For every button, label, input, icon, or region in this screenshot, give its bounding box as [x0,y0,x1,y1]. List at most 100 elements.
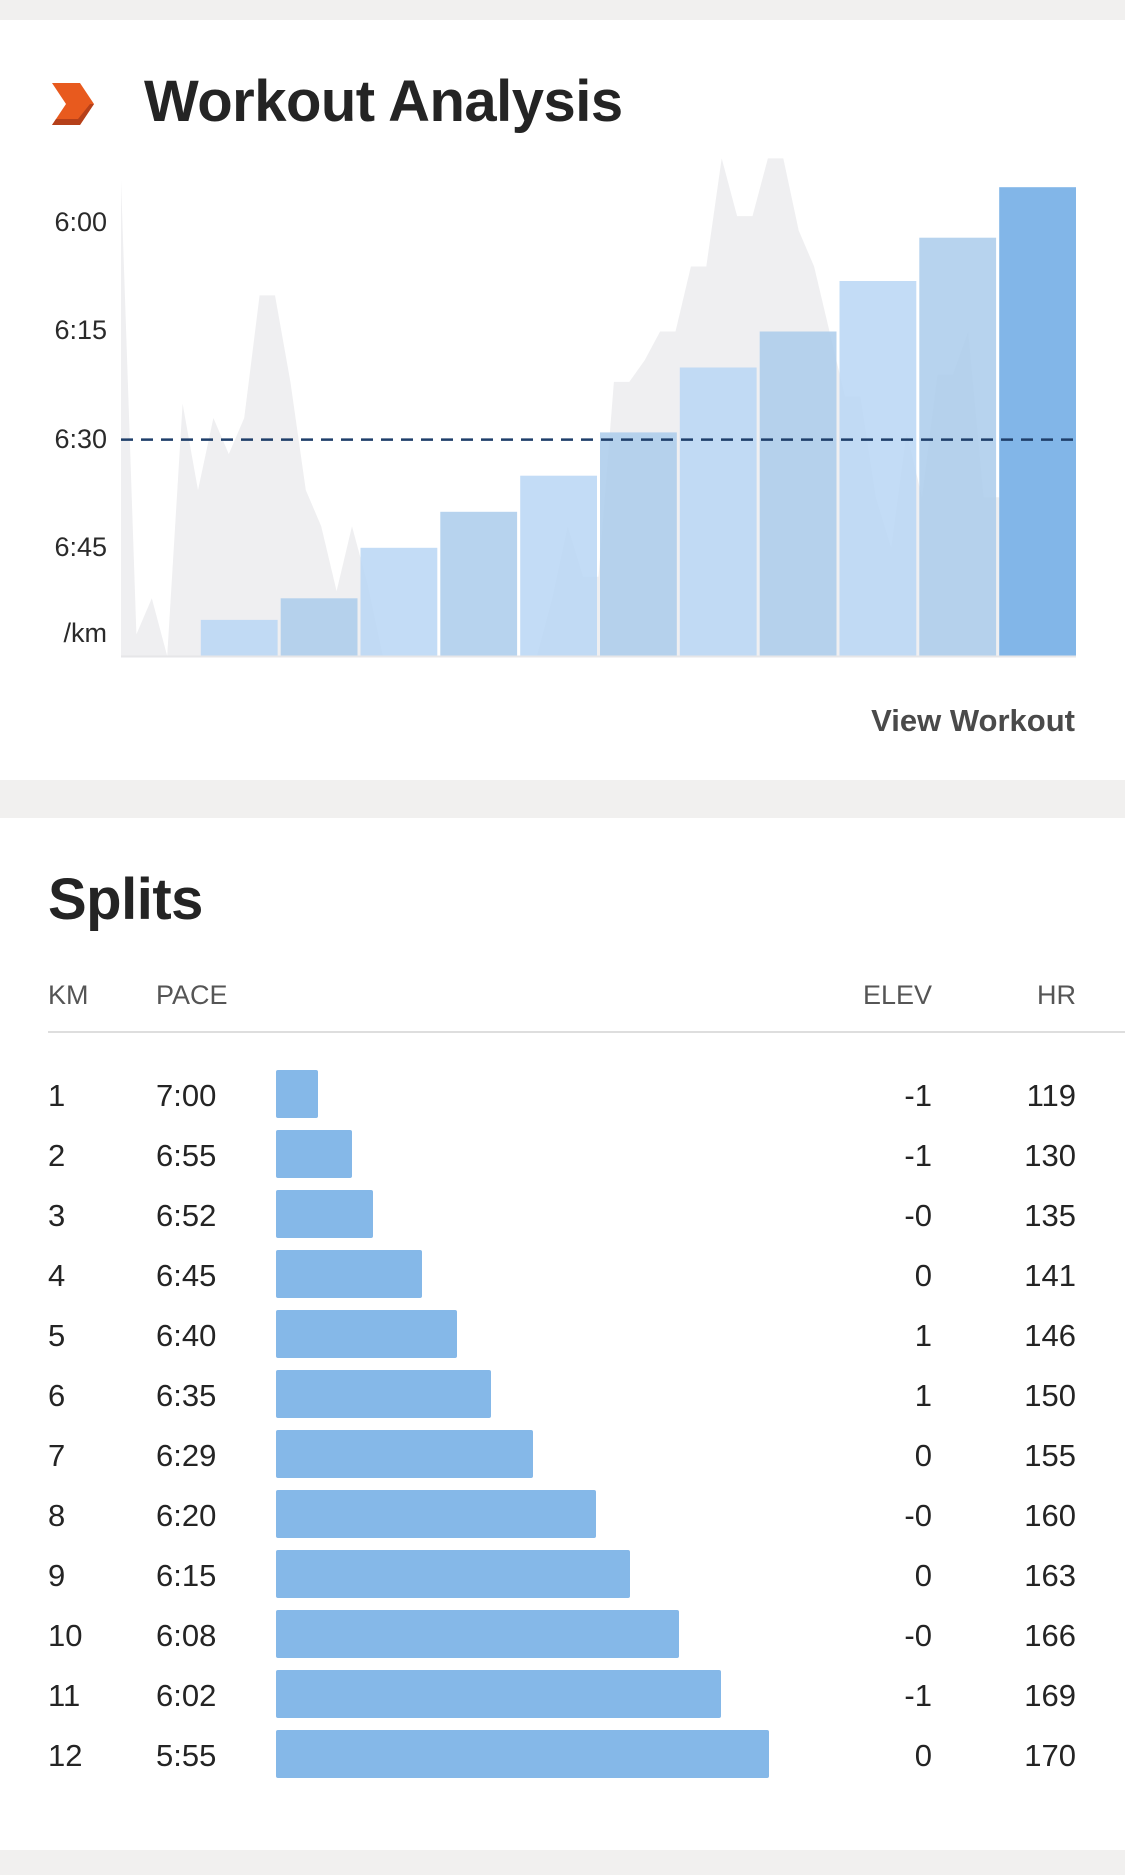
split-km: 12 [48,1738,83,1773]
split-heart-rate: 163 [1024,1558,1076,1593]
column-header-elev: ELEV [862,980,932,1010]
split-pace-bar [276,1190,373,1238]
split-pace-bar [276,1670,721,1718]
split-elevation: 0 [914,1738,932,1773]
y-axis-label: 6:45 [54,531,107,562]
split-row[interactable]: 5 6:40 1 146 [0,1310,1125,1370]
y-axis-label: 6:00 [54,207,107,238]
column-header-hr: HR [1037,980,1076,1010]
workout-analysis-title: Workout Analysis [144,69,623,134]
split-elevation: -1 [904,1138,932,1173]
chart-bar-split-10 [839,281,917,656]
split-km: 2 [48,1138,66,1173]
split-pace-bar [276,1550,630,1598]
split-km: 4 [48,1258,66,1293]
splits-table: 1 7:00 -1 119 2 6:55 -1 130 3 6:52 -0 135 4 6:45 0 141 5… [0,1070,1125,1790]
split-km: 10 [48,1618,83,1653]
split-row[interactable]: 11 6:02 -1 169 [0,1670,1125,1730]
workout-analysis-card: Workout Analysis 6:00 6:15 6:30 6:45/km Vie… [0,20,1125,780]
split-elevation: -1 [904,1078,932,1113]
split-row[interactable]: 4 6:45 0 141 [0,1250,1125,1310]
split-pace: 6:08 [156,1618,217,1653]
split-row[interactable]: 7 6:29 0 155 [0,1430,1125,1490]
split-km: 6 [48,1378,66,1413]
split-elevation: -1 [904,1678,932,1713]
split-pace-bar [276,1730,769,1778]
y-axis-label: /km [63,618,108,648]
pace-chart [121,158,1076,658]
split-km: 11 [48,1678,81,1713]
chart-bar-split-3 [280,598,358,656]
split-elevation: 1 [914,1378,932,1413]
chart-bar-split-6 [520,475,597,656]
pace-trace-area [121,158,1076,656]
chevron-logo-icon [52,83,94,125]
split-pace-bar [276,1490,596,1538]
splits-card: Splits KM PACE ELEV HR 1 7:00 -1 119 2 6:55 -1… [0,818,1125,1850]
split-heart-rate: 141 [1024,1258,1076,1293]
split-pace: 6:35 [156,1378,217,1413]
chart-bar-split-7 [600,432,677,656]
split-pace: 5:55 [156,1738,217,1773]
split-row[interactable]: 8 6:20 -0 160 [0,1490,1125,1550]
split-heart-rate: 150 [1024,1378,1076,1413]
split-row[interactable]: 6 6:35 1 150 [0,1370,1125,1430]
split-heart-rate: 119 [1026,1078,1076,1113]
split-elevation: -0 [904,1498,932,1533]
chart-bar-split-8 [679,367,757,656]
split-km: 7 [48,1438,66,1473]
split-heart-rate: 166 [1024,1618,1076,1653]
split-pace-bar [276,1610,679,1658]
split-pace-bar [276,1310,457,1358]
splits-title: Splits [48,867,203,932]
split-km: 1 [48,1078,66,1113]
split-pace-bar [276,1430,533,1478]
split-heart-rate: 170 [1024,1738,1076,1773]
split-km: 9 [48,1558,66,1593]
split-heart-rate: 160 [1024,1498,1076,1533]
split-km: 3 [48,1198,66,1233]
column-header-km: KM [48,980,89,1010]
split-pace: 6:20 [156,1498,217,1533]
split-pace: 6:40 [156,1318,217,1353]
split-row[interactable]: 9 6:15 0 163 [0,1550,1125,1610]
split-row[interactable]: 10 6:08 -0 166 [0,1610,1125,1670]
split-heart-rate: 169 [1024,1678,1076,1713]
split-heart-rate: 130 [1024,1138,1076,1173]
chart-bar-split-4 [360,547,438,656]
split-elevation: -0 [904,1618,932,1653]
split-elevation: 1 [914,1318,932,1353]
split-row[interactable]: 3 6:52 -0 135 [0,1190,1125,1250]
split-heart-rate: 155 [1024,1438,1076,1473]
split-pace-bar [276,1370,491,1418]
split-row[interactable]: 2 6:55 -1 130 [0,1130,1125,1190]
split-row[interactable]: 12 5:55 0 170 [0,1730,1125,1790]
split-pace-bar [276,1250,422,1298]
column-header-pace: PACE [156,980,228,1010]
split-pace-bar [276,1070,318,1118]
split-pace: 7:00 [156,1078,217,1113]
chart-bar-split-5 [440,511,518,656]
header-divider [48,1031,1125,1033]
split-elevation: 0 [914,1258,932,1293]
y-axis-label: 6:30 [54,423,107,454]
split-pace-bar [276,1130,352,1178]
split-elevation: 0 [914,1558,932,1593]
chart-bar-split-2 [200,619,278,656]
view-workout-button[interactable]: View Workout [871,703,1075,738]
chart-bar-split-11 [919,237,997,656]
split-heart-rate: 135 [1024,1198,1076,1233]
chart-bar-split-12 [999,187,1076,656]
split-pace: 6:52 [156,1198,217,1233]
split-pace: 6:15 [156,1558,217,1593]
split-elevation: 0 [914,1438,932,1473]
split-row[interactable]: 1 7:00 -1 119 [0,1070,1125,1130]
split-km: 5 [48,1318,66,1353]
split-km: 8 [48,1498,66,1533]
split-pace: 6:55 [156,1138,217,1173]
split-pace: 6:02 [156,1678,217,1713]
chart-bar-split-9 [759,331,837,656]
split-elevation: -0 [904,1198,932,1233]
split-heart-rate: 146 [1024,1318,1076,1353]
split-pace: 6:45 [156,1258,217,1293]
